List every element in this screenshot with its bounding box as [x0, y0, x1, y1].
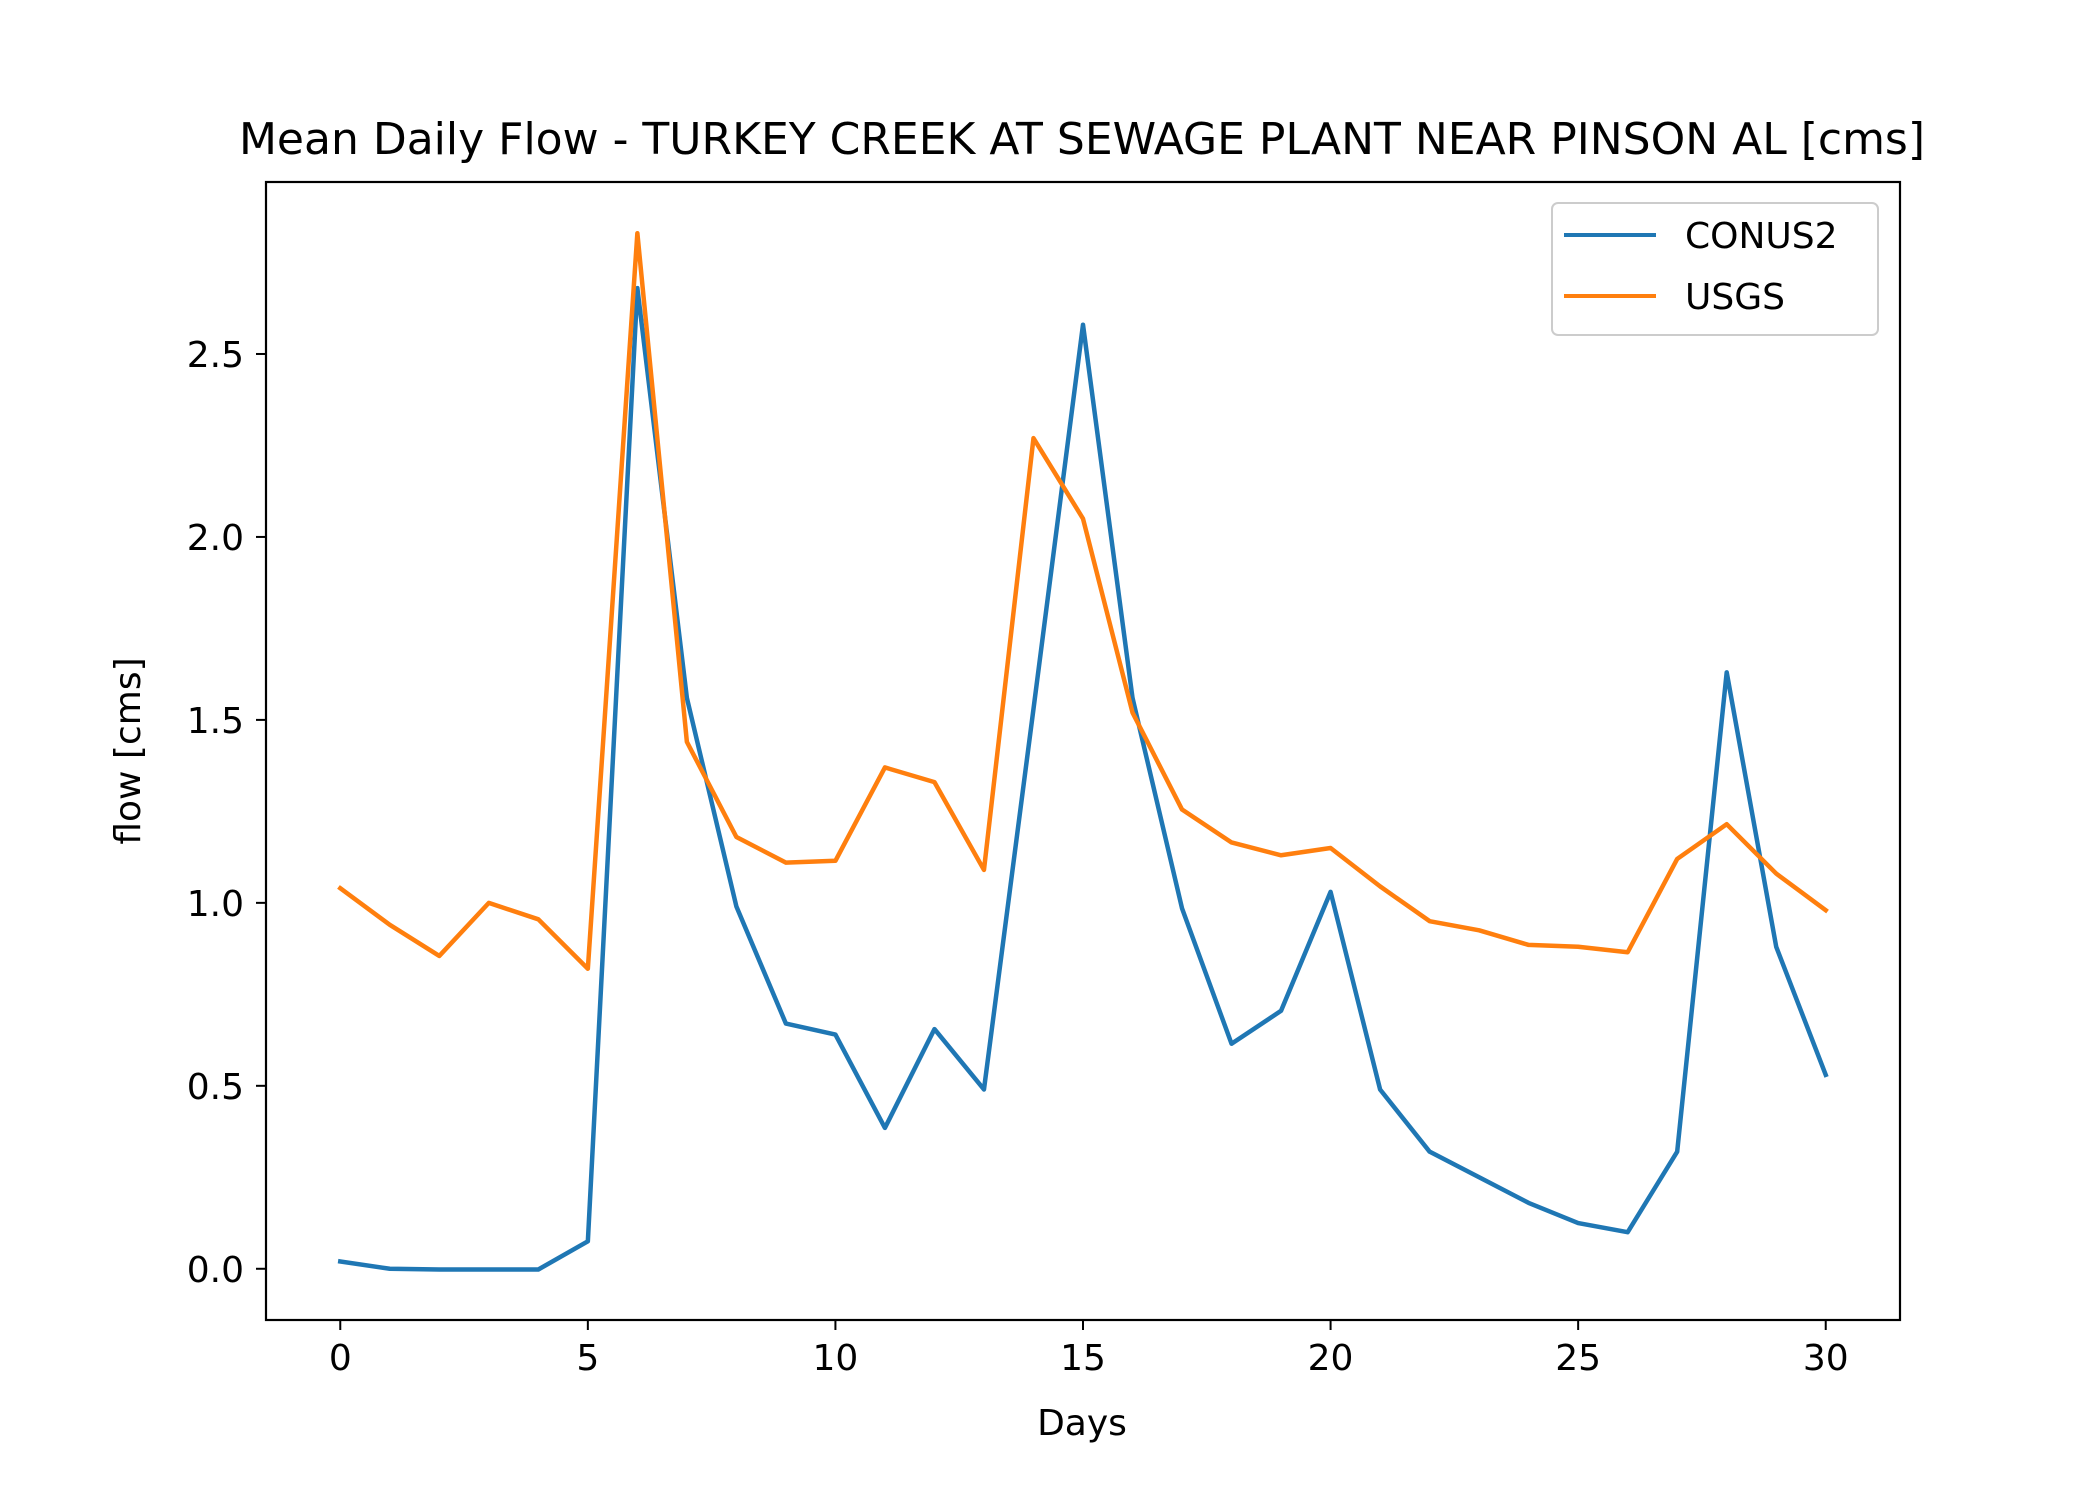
y-tick-label: 2.5	[187, 335, 244, 376]
x-tick-label: 10	[813, 1338, 859, 1379]
x-tick-label: 5	[576, 1338, 599, 1379]
series-layer	[337, 230, 1829, 1272]
series-line-conus2	[337, 285, 1829, 1272]
chart-title: Mean Daily Flow - TURKEY CREEK AT SEWAGE…	[239, 114, 1925, 165]
y-axis-label: flow [cms]	[108, 657, 149, 844]
series-line-usgs	[337, 230, 1829, 971]
y-tick-label: 1.5	[187, 701, 244, 742]
x-tick-label: 15	[1060, 1338, 1106, 1379]
x-tick-label: 30	[1803, 1338, 1849, 1379]
legend: CONUS2 USGS	[1551, 202, 1879, 336]
x-tick-label: 20	[1308, 1338, 1354, 1379]
ticks-layer: 0 5 10 15 20 25 30 0.0 0.5 1.0 1.5 2.0 2.5	[187, 335, 1849, 1379]
y-tick-label: 0.5	[187, 1067, 244, 1108]
y-tick-label: 0.0	[187, 1250, 244, 1291]
legend-label-usgs: USGS	[1685, 277, 1785, 318]
x-axis-label: Days	[1037, 1403, 1127, 1444]
y-tick-label: 1.0	[187, 884, 244, 925]
legend-label-conus2: CONUS2	[1685, 216, 1838, 257]
plot-frame	[264, 180, 1902, 1322]
y-tick-label: 2.0	[187, 518, 244, 559]
x-tick-label: 25	[1555, 1338, 1601, 1379]
x-tick-label: 0	[329, 1338, 352, 1379]
